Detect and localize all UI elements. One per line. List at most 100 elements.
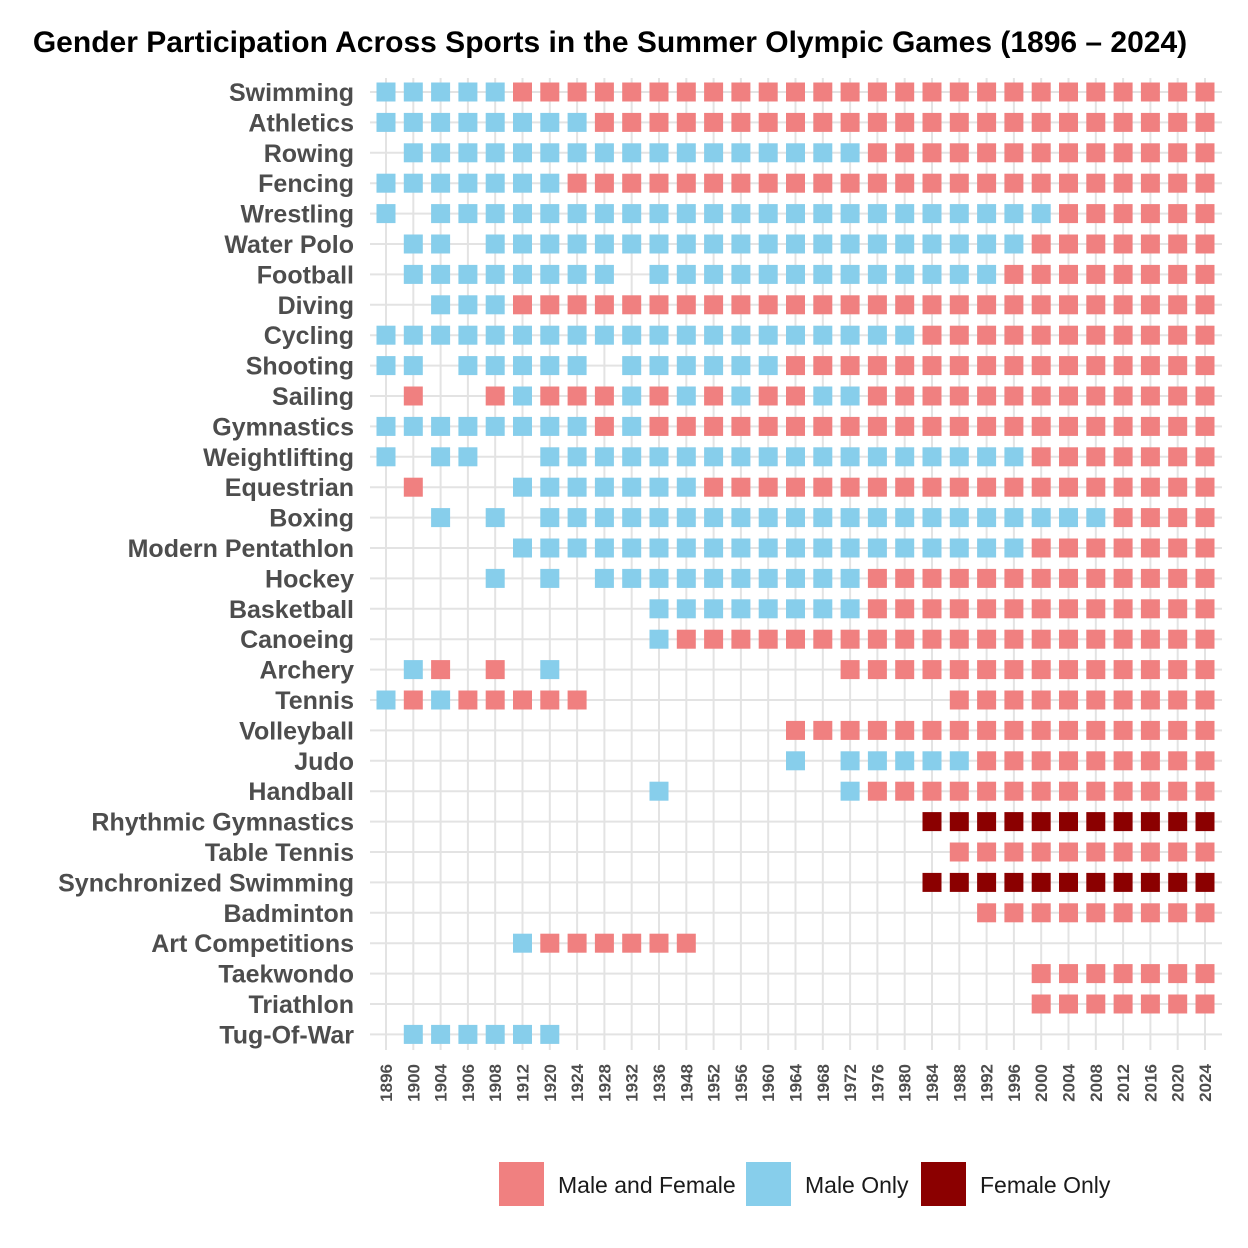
tile	[458, 204, 478, 224]
y-tick-label: Rowing	[264, 140, 354, 168]
tile	[1086, 112, 1106, 132]
tile	[1168, 82, 1188, 102]
tile	[704, 477, 724, 497]
tile	[622, 933, 642, 953]
tile	[731, 508, 751, 528]
tile	[1059, 690, 1078, 710]
tile	[513, 690, 532, 710]
tile	[704, 204, 724, 224]
tile	[1031, 416, 1051, 436]
tile	[1004, 82, 1024, 102]
tile	[813, 325, 833, 345]
tile	[867, 234, 887, 254]
tile	[1195, 781, 1215, 801]
x-tick-label: 1912	[514, 1064, 533, 1102]
tile	[731, 325, 751, 345]
tile	[758, 568, 778, 588]
tile	[758, 173, 778, 193]
tile	[1195, 690, 1215, 710]
tile	[1140, 781, 1160, 801]
tile	[1086, 325, 1106, 345]
tile	[458, 112, 478, 132]
tile	[786, 356, 805, 376]
tile	[594, 568, 614, 588]
x-tick-label: 1992	[978, 1064, 997, 1102]
tile	[895, 781, 915, 801]
tile	[895, 112, 915, 132]
tile	[977, 416, 997, 436]
tile	[1059, 416, 1078, 436]
tile	[895, 295, 915, 315]
tile	[1195, 325, 1215, 345]
tile	[704, 508, 724, 528]
legend-swatch	[746, 1162, 791, 1206]
tile	[731, 82, 751, 102]
x-tick-label: 1964	[787, 1063, 806, 1101]
tile	[540, 508, 560, 528]
tile	[758, 447, 778, 467]
tile	[1059, 295, 1078, 315]
tile	[731, 264, 751, 284]
tile	[867, 264, 887, 284]
tile	[485, 1024, 505, 1044]
tile	[922, 720, 942, 740]
tile	[977, 82, 997, 102]
x-tick-label: 1924	[568, 1063, 587, 1101]
tile	[840, 660, 860, 680]
tile	[867, 356, 887, 376]
tile	[1004, 690, 1024, 710]
tile	[922, 356, 942, 376]
tile	[813, 568, 833, 588]
tile	[895, 325, 915, 345]
tile	[922, 508, 942, 528]
tile	[704, 447, 724, 467]
tile	[1195, 295, 1215, 315]
tile	[1195, 842, 1215, 862]
tile	[922, 629, 942, 649]
tile	[895, 173, 915, 193]
tile	[867, 629, 887, 649]
tile	[1113, 204, 1133, 224]
tile	[758, 82, 778, 102]
tile	[786, 234, 805, 254]
tile	[1140, 82, 1160, 102]
chart-title: Gender Participation Across Sports in th…	[33, 26, 1187, 59]
tile	[1004, 812, 1024, 832]
tile	[867, 508, 887, 528]
tile	[1168, 629, 1188, 649]
tile	[1113, 781, 1133, 801]
tile	[1168, 568, 1188, 588]
tile	[431, 204, 451, 224]
tile	[540, 933, 560, 953]
tile	[676, 325, 696, 345]
tile	[1086, 812, 1106, 832]
tile	[513, 234, 532, 254]
tile	[1059, 660, 1078, 680]
tile	[1140, 690, 1160, 710]
tile	[594, 933, 614, 953]
tile	[1140, 872, 1160, 892]
tile	[403, 112, 423, 132]
tile	[786, 568, 805, 588]
y-tick-label: Basketball	[229, 596, 354, 624]
tile	[1059, 994, 1078, 1014]
tile	[1086, 538, 1106, 558]
tile	[813, 599, 833, 619]
tile	[922, 599, 942, 619]
tile	[813, 295, 833, 315]
tile	[813, 447, 833, 467]
tile	[485, 416, 505, 436]
tile	[840, 173, 860, 193]
tile	[649, 234, 669, 254]
tile	[1140, 629, 1160, 649]
tile	[813, 234, 833, 254]
tile	[1031, 964, 1051, 984]
y-tick-label: Athletics	[248, 109, 354, 137]
tile	[840, 629, 860, 649]
tile	[1004, 204, 1024, 224]
tile	[1086, 204, 1106, 224]
tile	[758, 295, 778, 315]
tile	[1113, 386, 1133, 406]
tile	[1140, 964, 1160, 984]
tile	[867, 204, 887, 224]
